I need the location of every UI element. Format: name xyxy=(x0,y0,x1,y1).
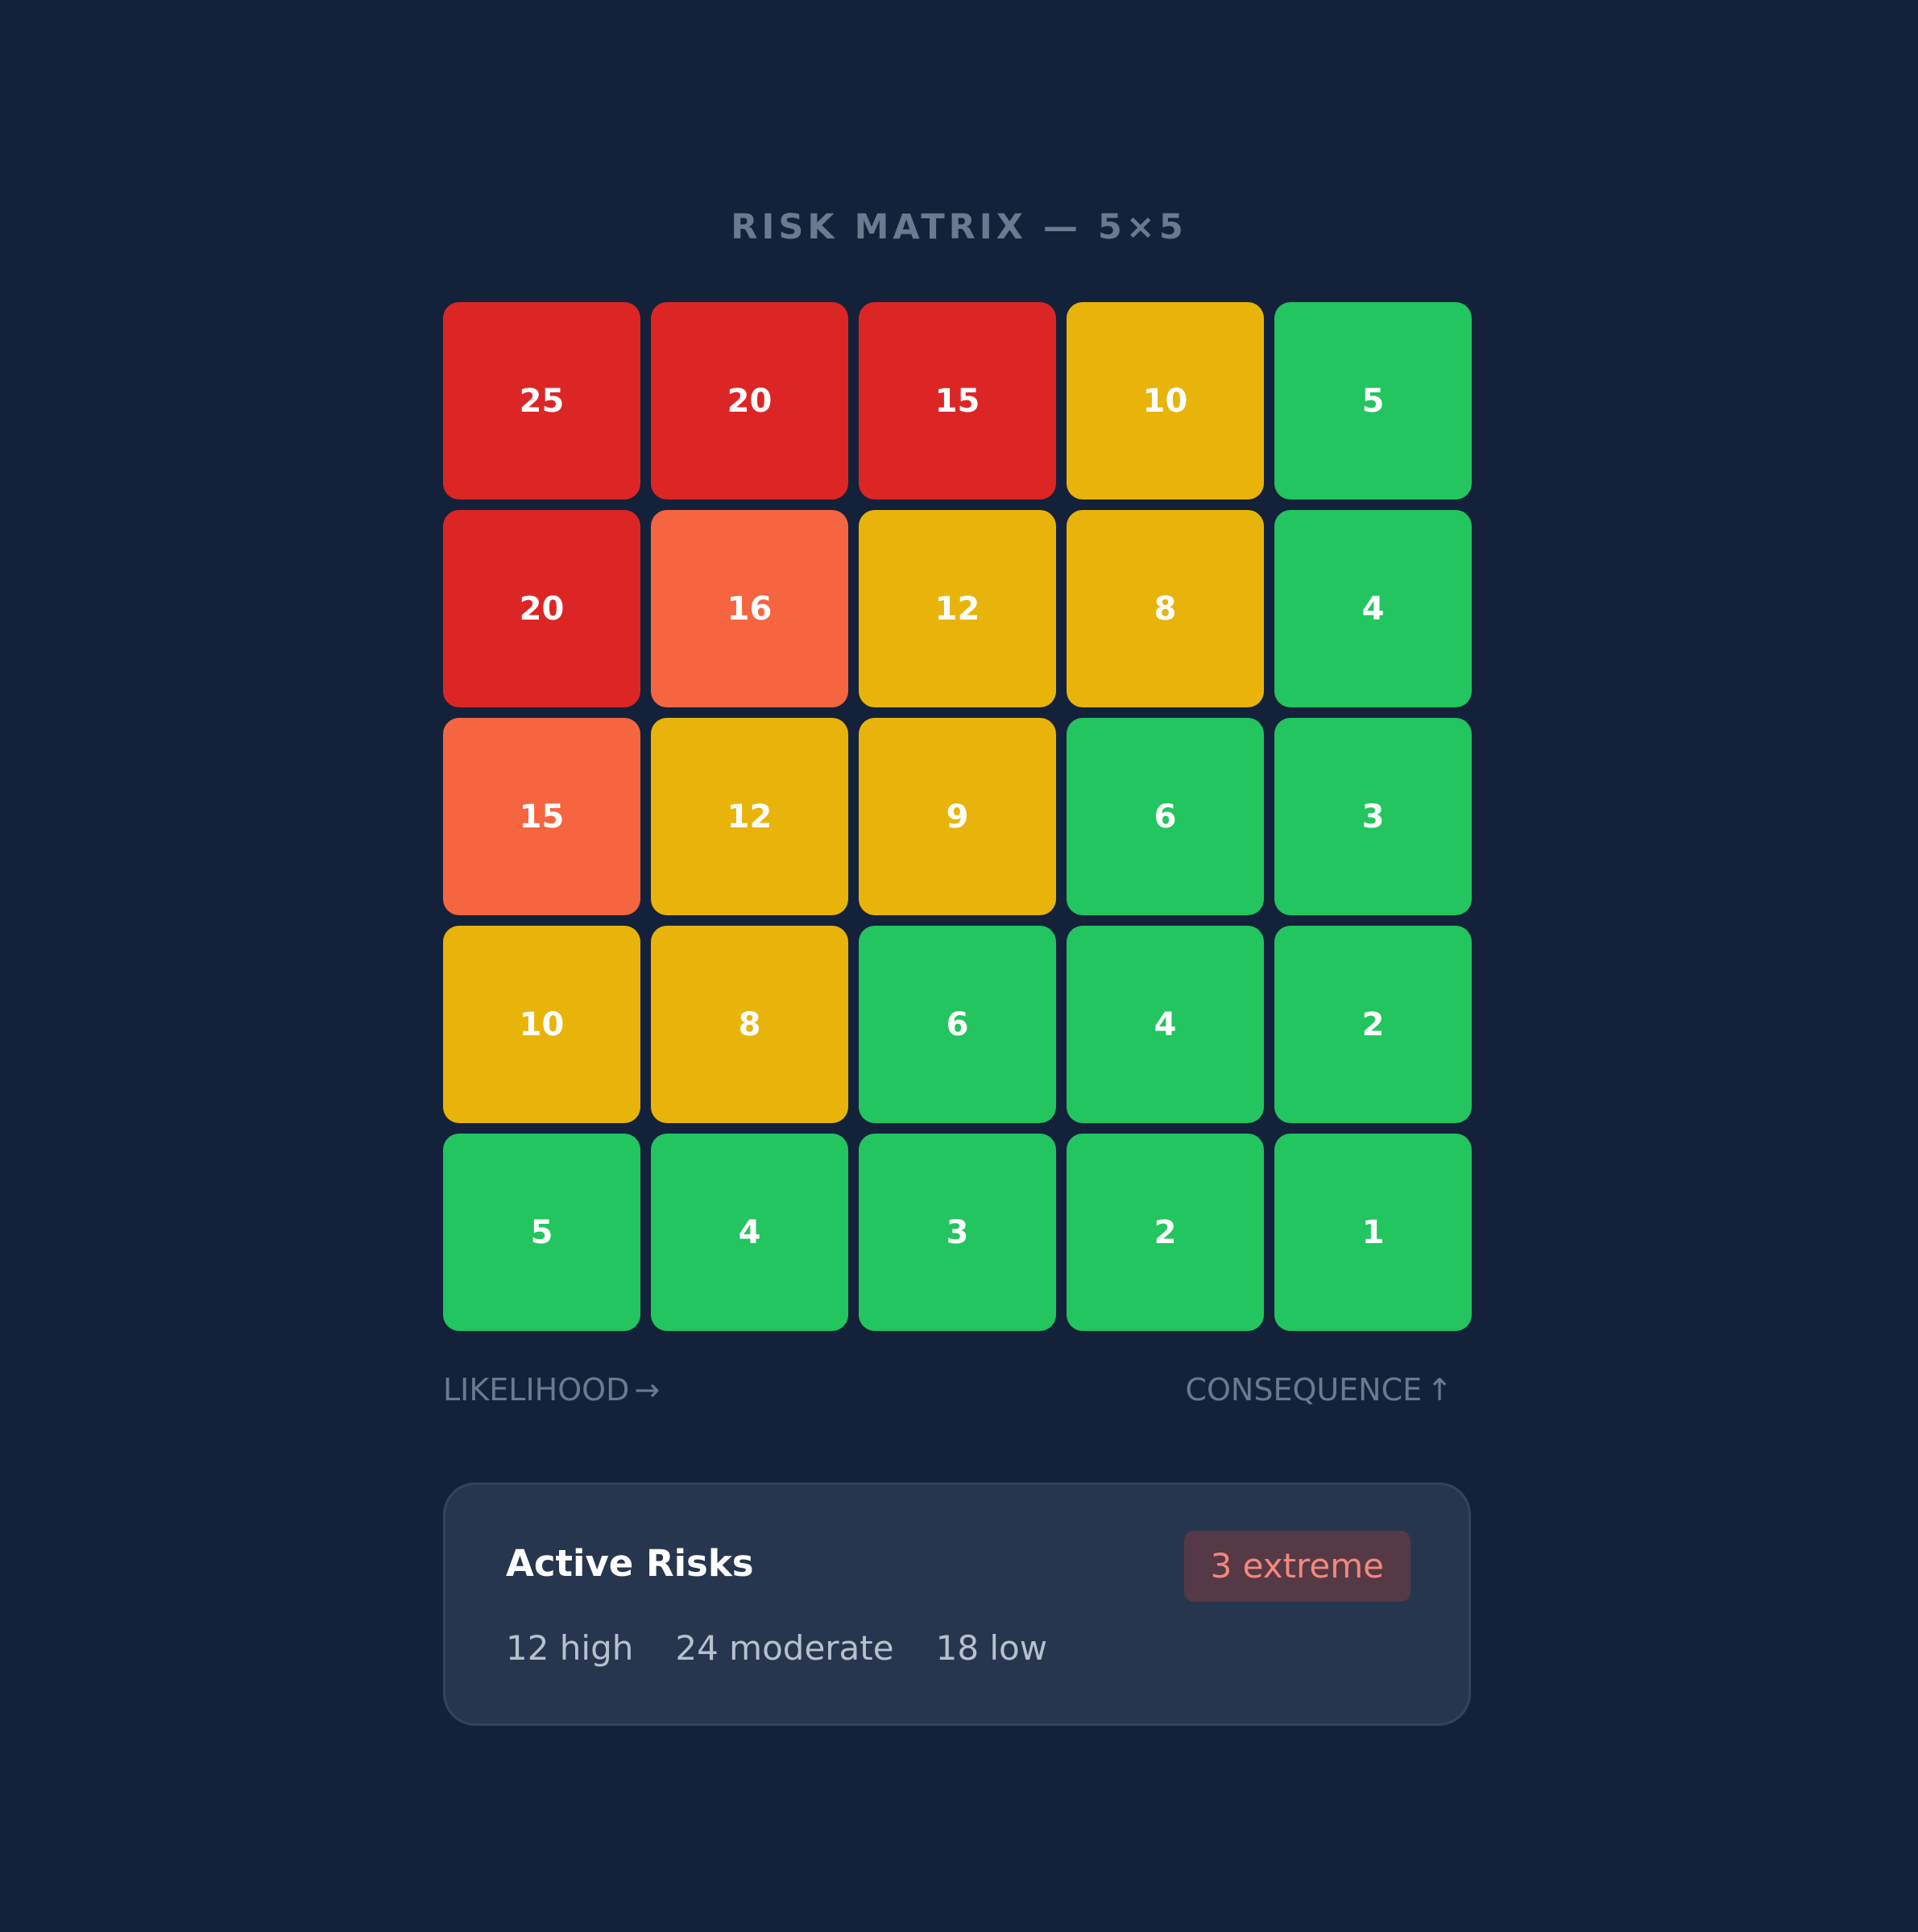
matrix-cell: 12 xyxy=(651,718,848,915)
matrix-cell: 5 xyxy=(443,1134,640,1331)
matrix-cell: 20 xyxy=(651,302,848,500)
matrix-cell: 25 xyxy=(443,302,640,500)
arrow-up-icon: ↑ xyxy=(1427,1372,1452,1408)
risk-stats: 12 high 24 moderate 18 low xyxy=(506,1626,1047,1671)
matrix-cell: 2 xyxy=(1274,926,1472,1123)
matrix-cell: 5 xyxy=(1274,302,1472,500)
matrix-cell: 1 xyxy=(1274,1134,1472,1331)
matrix-cell: 15 xyxy=(859,302,1056,500)
matrix-cell: 4 xyxy=(1067,926,1264,1123)
active-risks-title: Active Risks xyxy=(506,1542,754,1585)
y-axis-label-text: CONSEQUENCE xyxy=(1185,1372,1423,1408)
matrix-cell: 6 xyxy=(859,926,1056,1123)
y-axis-label: CONSEQUENCE ↑ xyxy=(1185,1368,1452,1412)
chart-title: RISK MATRIX — 5×5 xyxy=(731,207,1187,247)
moderate-count: 24 moderate xyxy=(675,1628,894,1668)
x-axis-label: LIKELIHOOD → xyxy=(443,1368,660,1412)
high-count: 12 high xyxy=(506,1628,634,1668)
matrix-cell: 10 xyxy=(443,926,640,1123)
matrix-cell: 16 xyxy=(651,510,848,707)
matrix-cell: 9 xyxy=(859,718,1056,915)
active-risks-card: Active Risks 3 extreme 12 high 24 modera… xyxy=(443,1482,1471,1726)
matrix-cell: 2 xyxy=(1067,1134,1264,1331)
risk-matrix-grid: 25 20 15 10 5 20 16 12 8 4 15 12 9 6 3 10 8 6 4 2 5 4 3 2 1 xyxy=(443,302,1474,1333)
matrix-cell: 6 xyxy=(1067,718,1264,915)
x-axis-label-text: LIKELIHOOD xyxy=(443,1372,630,1408)
arrow-right-icon: → xyxy=(634,1372,661,1408)
matrix-cell: 20 xyxy=(443,510,640,707)
extreme-count-badge: 3 extreme xyxy=(1183,1531,1411,1602)
matrix-cell: 4 xyxy=(1274,510,1472,707)
matrix-cell: 8 xyxy=(651,926,848,1123)
matrix-cell: 12 xyxy=(859,510,1056,707)
matrix-cell: 4 xyxy=(651,1134,848,1331)
matrix-cell: 8 xyxy=(1067,510,1264,707)
matrix-cell: 3 xyxy=(859,1134,1056,1331)
matrix-cell: 10 xyxy=(1067,302,1264,500)
low-count: 18 low xyxy=(935,1628,1048,1668)
matrix-cell: 15 xyxy=(443,718,640,915)
matrix-cell: 3 xyxy=(1274,718,1472,915)
